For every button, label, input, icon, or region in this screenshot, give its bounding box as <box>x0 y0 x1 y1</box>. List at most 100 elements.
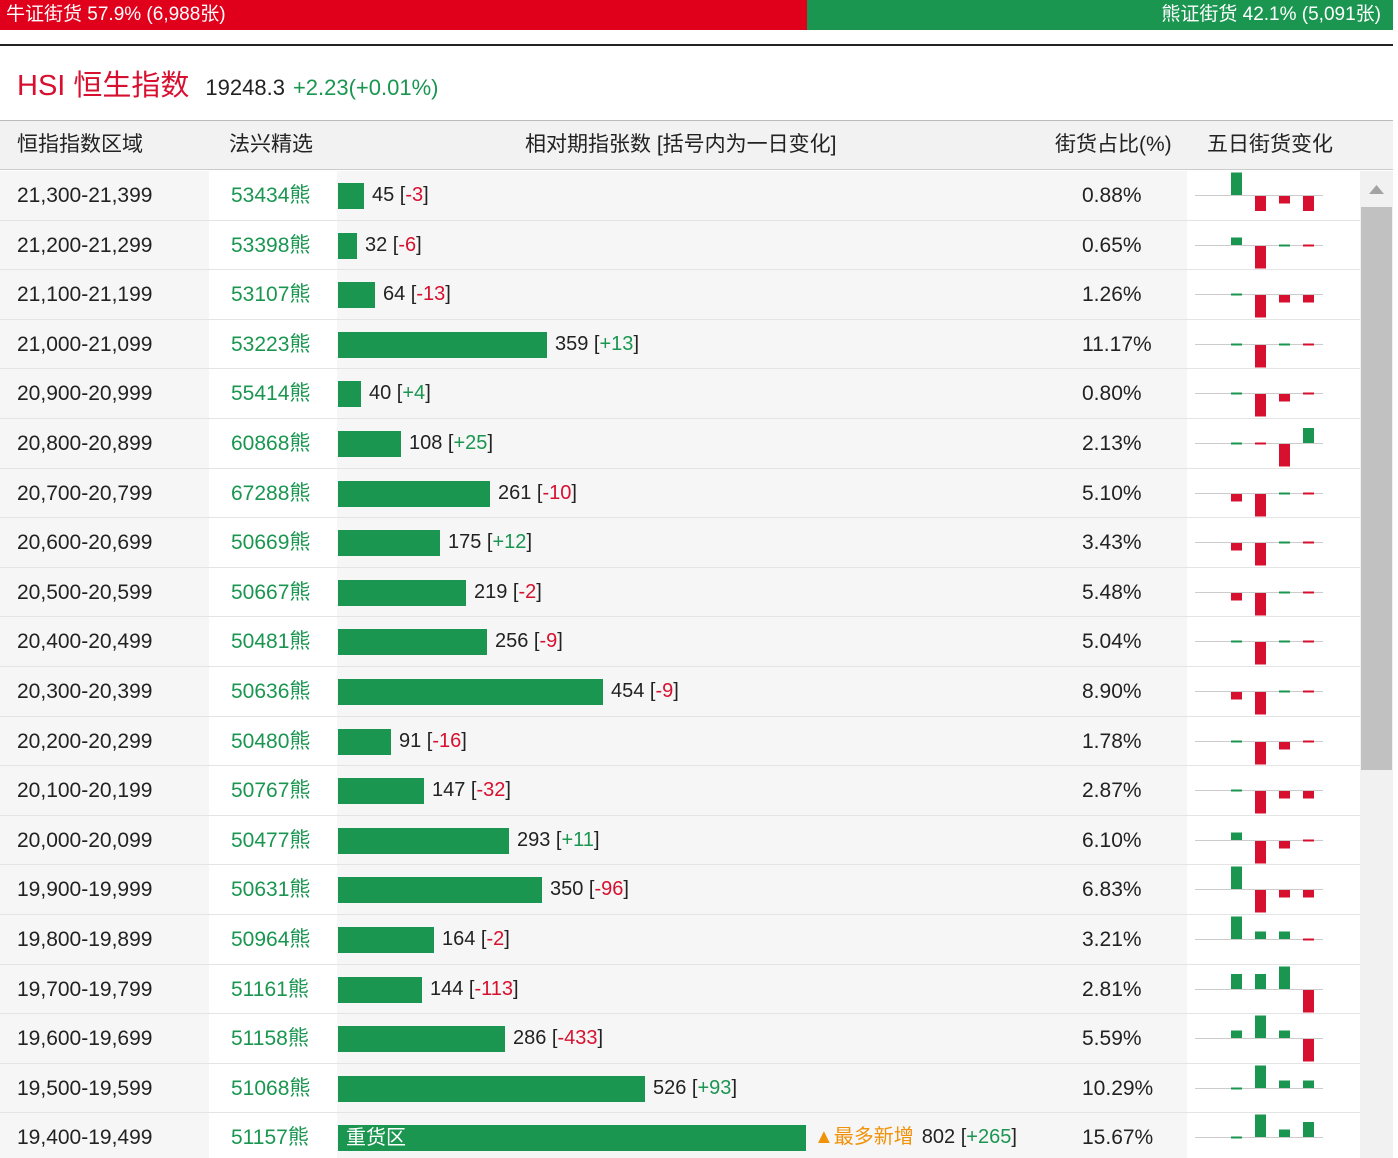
contracts-count: 293 <box>517 828 551 851</box>
vertical-scrollbar[interactable] <box>1360 171 1393 1158</box>
mini-chart-bar <box>1255 642 1266 665</box>
contracts-delta: -10 <box>542 481 572 504</box>
table-row[interactable]: 19,700-19,799 51161熊 144 [-113] 2.81% <box>0 964 1360 1015</box>
contracts-label: 359 [+13] <box>555 332 639 355</box>
table-row[interactable]: 20,800-20,899 60868熊 108 [+25] 2.13% <box>0 418 1360 469</box>
contracts-delta: -16 <box>432 729 462 752</box>
table-header: 恒指指数区域 法兴精选 相对期指张数 [括号内为一日变化] 街货占比(%) 五日… <box>0 120 1393 170</box>
table-row[interactable]: 19,600-19,699 51158熊 286 [-433] 5.59% <box>0 1014 1360 1064</box>
warrant-code-link[interactable]: 55414熊 <box>231 382 311 406</box>
table-row[interactable]: 20,700-20,799 67288熊 261 [-10] 5.10% <box>0 468 1360 519</box>
table-row[interactable]: 20,300-20,399 50636熊 454 [-9] 8.90% <box>0 666 1360 717</box>
share-text: 0.80% <box>1082 382 1142 406</box>
code-cell: 50636熊 <box>209 667 337 716</box>
five-day-mini-chart <box>1195 172 1323 211</box>
scrollbar-thumb[interactable] <box>1361 207 1392 770</box>
share-cell: 3.43% <box>1037 518 1187 567</box>
contracts-count: 45 <box>372 184 395 206</box>
mini-chart-bar <box>1231 866 1242 890</box>
mini-chart-bar <box>1303 427 1314 443</box>
table-row[interactable]: 21,100-21,199 53107熊 64 [-13] 1.26% <box>0 270 1360 320</box>
contracts-bar <box>338 778 424 805</box>
five-day-cell <box>1187 1113 1360 1158</box>
share-cell: 15.67% <box>1037 1113 1187 1158</box>
warrant-code-link[interactable]: 53223熊 <box>231 332 311 356</box>
range-text: 20,500-20,599 <box>17 580 153 604</box>
contracts-label: 293 [+11] <box>517 828 600 851</box>
table-row[interactable]: 19,900-19,999 50631熊 350 [-96] 6.83% <box>0 865 1360 915</box>
table-row[interactable]: 20,000-20,099 50477熊 293 [+11] 6.10% <box>0 815 1360 866</box>
range-text: 20,700-20,799 <box>17 481 153 505</box>
table-row[interactable]: 20,400-20,499 50481熊 256 [-9] 5.04% <box>0 617 1360 667</box>
warrant-code-link[interactable]: 50964熊 <box>231 927 311 951</box>
warrant-code-link[interactable]: 53107熊 <box>231 283 311 307</box>
warrant-code-link[interactable]: 51158熊 <box>231 1027 309 1051</box>
five-day-cell <box>1187 468 1360 518</box>
contracts-label: 350 [-96] <box>550 878 629 901</box>
range-cell: 20,800-20,899 <box>0 418 209 468</box>
table-row[interactable]: 19,500-19,599 51068熊 526 [+93] 10.29% <box>0 1063 1360 1114</box>
table-row[interactable]: 20,100-20,199 50767熊 147 [-32] 2.87% <box>0 766 1360 816</box>
contracts-delta: +13 <box>599 332 634 355</box>
warrant-code-link[interactable]: 50481熊 <box>231 630 311 654</box>
five-day-cell <box>1187 518 1360 567</box>
share-text: 2.81% <box>1082 977 1142 1001</box>
column-header-share: 街货占比(%) <box>1055 133 1172 156</box>
scroll-up-arrow-icon[interactable] <box>1360 171 1393 207</box>
table-row[interactable]: 20,600-20,699 50669熊 175 [+12] 3.43% <box>0 518 1360 568</box>
range-text: 20,000-20,099 <box>17 828 153 852</box>
mini-chart-bar <box>1231 916 1242 939</box>
contracts-label: 64 [-13] <box>383 283 451 306</box>
code-cell: 50477熊 <box>209 816 337 865</box>
warrant-code-link[interactable]: 50480熊 <box>231 729 311 753</box>
warrant-code-link[interactable]: 50667熊 <box>231 580 311 604</box>
warrant-code-link[interactable]: 51157熊 <box>231 1126 309 1150</box>
warrant-code-link[interactable]: 60868熊 <box>231 431 311 455</box>
contracts-label: 144 [-113] <box>430 977 519 1000</box>
range-text: 21,000-21,099 <box>17 332 153 356</box>
warrant-code-link[interactable]: 53434熊 <box>231 184 311 207</box>
warrant-code-link[interactable]: 53398熊 <box>231 233 311 257</box>
table-row[interactable]: 21,300-21,399 53434熊 45 [-3] 0.88% <box>0 171 1360 221</box>
contracts-cell: 350 [-96] <box>337 865 1037 914</box>
five-day-mini-chart <box>1195 492 1323 517</box>
warrant-code-link[interactable]: 50477熊 <box>231 828 311 852</box>
warrant-code-link[interactable]: 50669熊 <box>231 531 311 555</box>
table-row[interactable]: 20,900-20,999 55414熊 40 [+4] 0.80% <box>0 369 1360 419</box>
table-row[interactable]: 21,000-21,099 53223熊 359 [+13] 11.17% <box>0 319 1360 370</box>
mini-chart-bar <box>1255 493 1266 517</box>
contracts-cell: 重货区 ▲最多新增 802 [+265] <box>337 1113 1037 1158</box>
table-row[interactable]: 19,800-19,899 50964熊 164 [-2] 3.21% <box>0 914 1360 965</box>
mini-chart-bar <box>1255 840 1266 864</box>
mini-chart-bar <box>1303 591 1314 594</box>
warrant-code-link[interactable]: 50631熊 <box>231 878 311 902</box>
share-cell: 5.10% <box>1037 468 1187 518</box>
range-text: 21,200-21,299 <box>17 233 153 257</box>
bull-share-segment: 牛证街货 57.9% (6,988张) <box>0 0 807 30</box>
five-day-mini-chart <box>1195 916 1323 941</box>
contracts-count: 40 <box>369 382 392 405</box>
table-row[interactable]: 20,200-20,299 50480熊 91 [-16] 1.78% <box>0 716 1360 767</box>
range-text: 20,400-20,499 <box>17 630 153 654</box>
table-row[interactable]: 21,200-21,299 53398熊 32 [-6] 0.65% <box>0 220 1360 271</box>
mini-chart-bar <box>1255 592 1266 616</box>
five-day-cell <box>1187 865 1360 914</box>
index-name[interactable]: HSI 恒生指数 <box>17 70 190 102</box>
table-row[interactable]: 19,400-19,499 51157熊 重货区 ▲最多新增 802 [+265] 15.… <box>0 1113 1360 1158</box>
five-day-mini-chart <box>1195 740 1323 765</box>
warrant-code-link[interactable]: 67288熊 <box>231 481 311 505</box>
share-text: 8.90% <box>1082 679 1142 703</box>
contracts-label: 219 [-2] <box>474 580 542 603</box>
share-text: 5.48% <box>1082 580 1142 604</box>
warrant-code-link[interactable]: 51068熊 <box>231 1076 311 1100</box>
warrant-code-link[interactable]: 50636熊 <box>231 679 311 703</box>
contracts-bar <box>338 381 361 408</box>
mini-chart-bar <box>1255 394 1266 417</box>
range-text: 19,600-19,699 <box>17 1027 153 1051</box>
warrant-code-link[interactable]: 50767熊 <box>231 779 311 803</box>
five-day-mini-chart <box>1195 640 1323 665</box>
contracts-cell: 164 [-2] <box>337 914 1037 964</box>
table-row[interactable]: 20,500-20,599 50667熊 219 [-2] 5.48% <box>0 567 1360 618</box>
warrant-code-link[interactable]: 51161熊 <box>231 977 309 1001</box>
share-cell: 2.13% <box>1037 418 1187 468</box>
